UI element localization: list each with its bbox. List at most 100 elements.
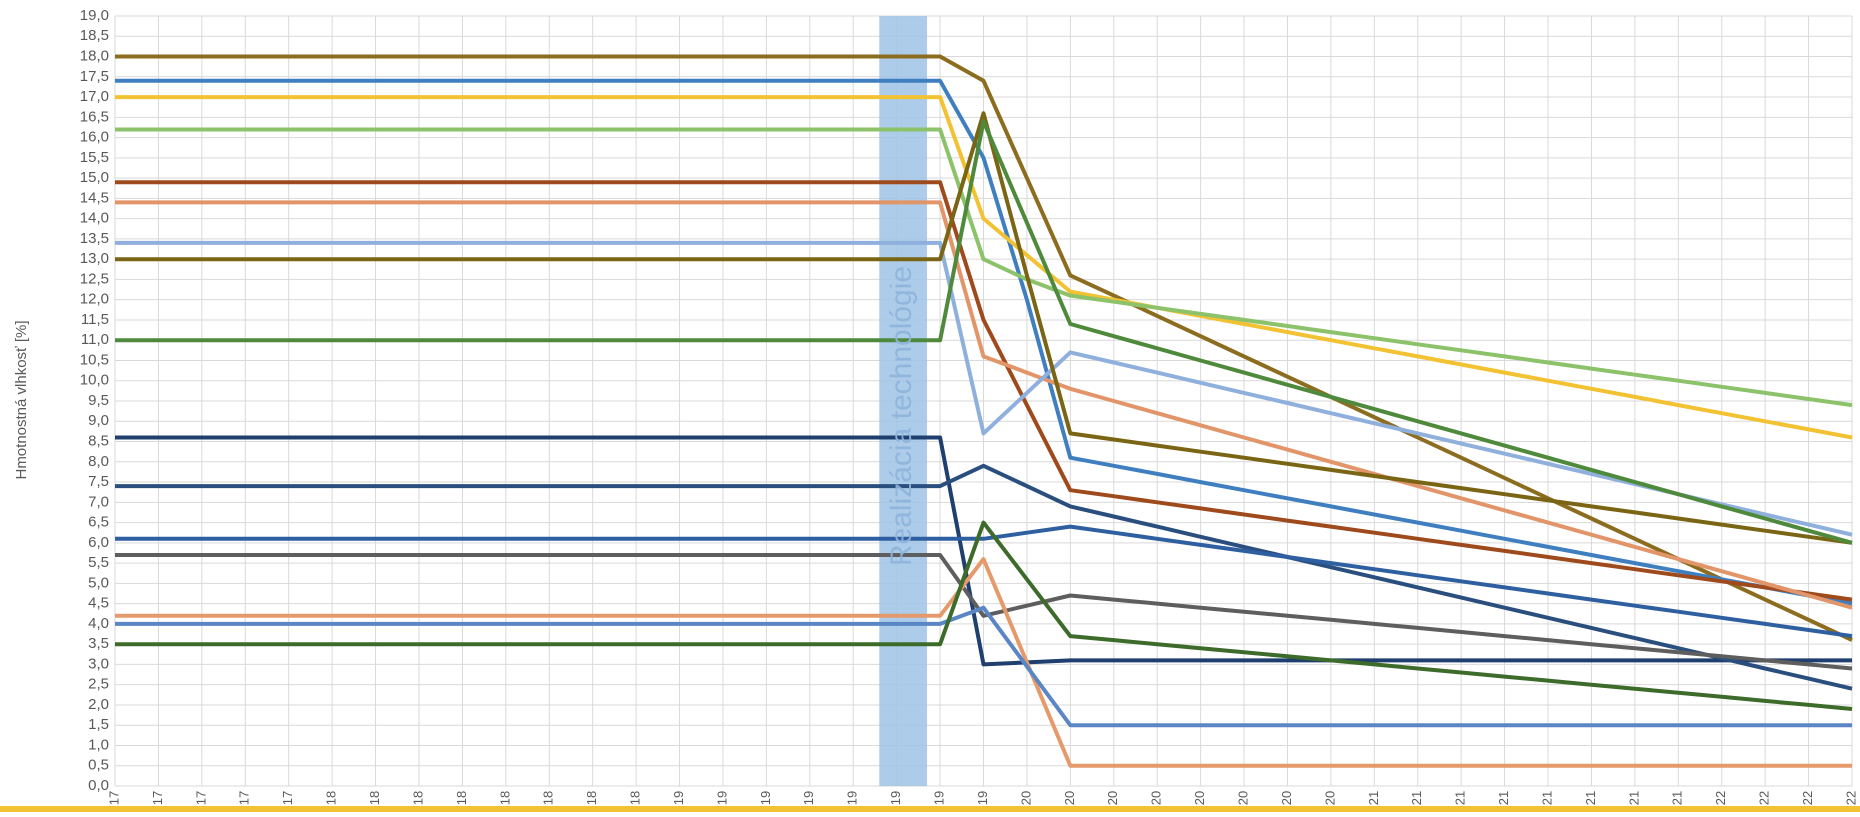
y-tick-label: 2,5: [88, 676, 109, 693]
series-line: [115, 605, 1852, 728]
x-tick-label: 19: [975, 791, 990, 805]
y-tick-label: 13,5: [80, 230, 109, 247]
y-tick-label: 13,0: [80, 250, 109, 267]
band-label: Realizácia technológie: [885, 266, 918, 566]
x-tick-label: 21: [1409, 791, 1424, 805]
y-tick-label: 16,0: [80, 129, 109, 146]
x-tick-label: 19: [758, 791, 773, 805]
x-tick-label: 19: [932, 791, 947, 805]
x-tick-label: 21: [1583, 791, 1598, 805]
y-tick-label: 6,5: [88, 514, 109, 531]
y-tick-label: 3,0: [88, 655, 109, 672]
y-tick-label: 4,0: [88, 615, 109, 632]
series-line: [115, 78, 1853, 606]
y-axis-title: Hmotnostná vlhkosť [%]: [13, 320, 30, 479]
y-tick-label: 16,5: [80, 108, 109, 125]
y-tick-label: 8,5: [88, 432, 109, 449]
x-tick-label: 18: [541, 791, 556, 805]
series-line: [115, 553, 1853, 671]
y-tick-label: 7,0: [88, 493, 109, 510]
y-tick-label: 19,0: [80, 7, 109, 24]
x-tick-label: 21: [1366, 791, 1381, 805]
x-tick-label: 22: [1843, 791, 1858, 805]
y-tick-label: 18,0: [80, 47, 109, 64]
y-tick-label: 9,5: [88, 392, 109, 409]
x-tick-label: 18: [628, 791, 643, 805]
y-tick-label: 11,5: [81, 311, 109, 328]
x-tick-label: 18: [367, 791, 382, 805]
y-tick-label: 5,5: [88, 554, 109, 571]
x-tick-label: 20: [1279, 791, 1294, 805]
x-tick-label: 19: [671, 791, 686, 805]
series-line: [115, 240, 1853, 537]
series-line: [115, 435, 1852, 667]
x-tick-label: 21: [1670, 791, 1685, 805]
x-tick-label: 19: [888, 791, 903, 805]
x-tick-label: 20: [1105, 791, 1120, 805]
x-tick-label: 19: [845, 791, 860, 805]
y-tick-label: 12,0: [80, 291, 109, 308]
series-line: [115, 180, 1853, 602]
x-tick-label: 20: [1018, 791, 1033, 805]
series-line: [115, 524, 1853, 639]
y-tick-label: 14,0: [80, 210, 109, 227]
y-tick-label: 0,0: [88, 777, 109, 794]
x-tick-label: 20: [1322, 791, 1337, 805]
x-tick-label: 19: [714, 791, 729, 805]
x-tick-label: 18: [410, 791, 425, 805]
y-tick-label: 2,0: [88, 696, 109, 713]
series-line: [115, 95, 1853, 440]
x-tick-label: 17: [237, 791, 252, 805]
x-tick-label: 20: [1192, 791, 1207, 805]
y-tick-label: 14,5: [80, 189, 109, 206]
x-tick-label: 18: [584, 791, 599, 805]
x-tick-label: 17: [106, 791, 121, 805]
y-tick-label: 11,0: [81, 331, 109, 348]
series-line: [115, 127, 1853, 408]
x-tick-label: 22: [1757, 791, 1772, 805]
x-tick-label: 17: [150, 791, 165, 805]
x-tick-label: 20: [1062, 791, 1077, 805]
x-tick-label: 18: [497, 791, 512, 805]
y-tick-label: 7,5: [88, 473, 109, 490]
series-line: [115, 463, 1853, 691]
y-tick-label: 3,5: [88, 635, 109, 652]
series-line: [115, 119, 1853, 545]
y-tick-label: 15,0: [80, 169, 109, 186]
y-tick-label: 0,5: [88, 757, 109, 774]
technology-band: [879, 16, 928, 786]
x-tick-label: 22: [1713, 791, 1728, 805]
y-tick-label: 17,0: [80, 88, 109, 105]
x-tick-label: 21: [1539, 791, 1554, 805]
bottom-bar: [0, 806, 1860, 812]
x-tick-label: 17: [280, 791, 295, 805]
series-line: [115, 200, 1853, 610]
x-tick-label: 20: [1235, 791, 1250, 805]
y-tick-label: 17,5: [80, 68, 109, 85]
x-tick-label: 17: [193, 791, 208, 805]
y-tick-label: 1,5: [88, 716, 109, 733]
x-tick-label: 21: [1496, 791, 1511, 805]
y-tick-label: 9,0: [88, 412, 109, 429]
x-tick-label: 22: [1800, 791, 1815, 805]
y-tick-label: 12,5: [80, 270, 109, 287]
series-line: [115, 557, 1852, 768]
x-tick-label: 19: [801, 791, 816, 805]
y-tick-label: 15,5: [80, 149, 109, 166]
x-tick-label: 21: [1626, 791, 1641, 805]
y-tick-label: 5,0: [88, 574, 109, 591]
series-line: [115, 520, 1853, 711]
y-tick-label: 1,0: [88, 736, 109, 753]
y-tick-label: 4,5: [88, 595, 109, 612]
x-tick-label: 18: [324, 791, 339, 805]
y-tick-label: 6,0: [88, 534, 109, 551]
x-tick-label: 20: [1149, 791, 1164, 805]
y-tick-label: 8,0: [88, 453, 109, 470]
x-tick-label: 18: [454, 791, 469, 805]
y-tick-label: 10,0: [80, 372, 109, 389]
y-tick-label: 10,5: [80, 351, 109, 368]
x-tick-label: 21: [1453, 791, 1468, 805]
y-tick-label: 18,5: [80, 27, 109, 44]
